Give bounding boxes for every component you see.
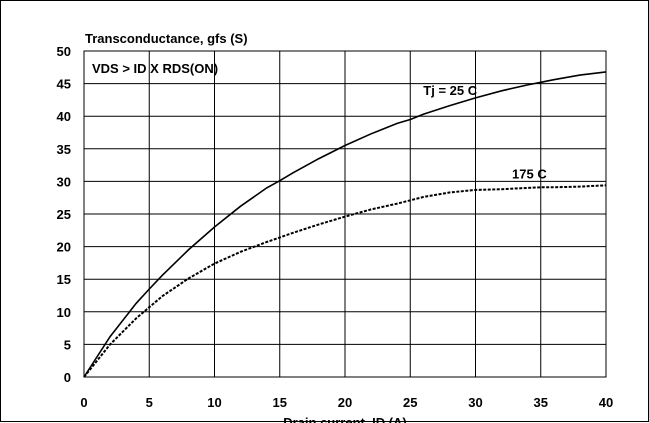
series-line-0 [83, 71, 607, 378]
x-axis-label: Drain current, ID (A) [283, 415, 407, 423]
x-tick-label: 10 [207, 395, 221, 410]
x-tick-label: 35 [534, 395, 548, 410]
x-tick-label: 25 [403, 395, 417, 410]
x-tick-label: 30 [468, 395, 482, 410]
x-tick-label: 5 [146, 395, 153, 410]
y-tick-label: 25 [57, 207, 71, 222]
y-tick-label: 15 [57, 272, 71, 287]
x-tick-label: 40 [599, 395, 613, 410]
series-line-1 [83, 184, 607, 378]
y-tick-label: 0 [64, 370, 71, 385]
y-tick-label: 50 [57, 44, 71, 59]
x-tick-label: 15 [273, 395, 287, 410]
x-tick-label: 0 [80, 395, 87, 410]
series-label: 175 C [512, 167, 547, 182]
condition-annotation: VDS > ID X RDS(ON) [92, 61, 218, 76]
y-tick-label: 10 [57, 305, 71, 320]
y-tick-label: 35 [57, 142, 71, 157]
y-tick-label: 40 [57, 109, 71, 124]
y-tick-label: 30 [57, 174, 71, 189]
y-tick-label: 5 [64, 337, 71, 352]
x-tick-label: 20 [338, 395, 352, 410]
chart-title: Transconductance, gfs (S) [85, 31, 248, 46]
y-tick-label: 45 [57, 77, 71, 92]
plot-area-border [83, 50, 607, 378]
series-label: Tj = 25 C [423, 83, 477, 98]
y-tick-label: 20 [57, 240, 71, 255]
